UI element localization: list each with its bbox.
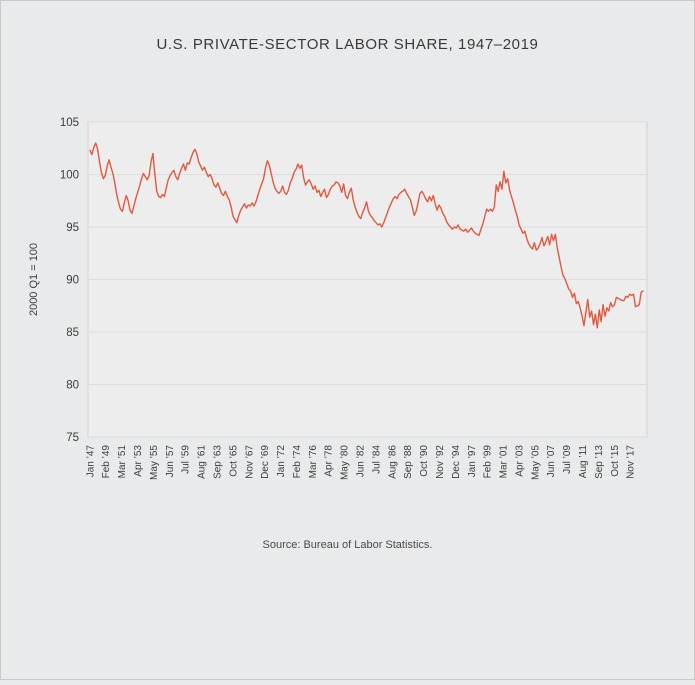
y-tick-label: 75 <box>66 432 79 444</box>
chart-title: U.S. PRIVATE-SECTOR LABOR SHARE, 1947–20… <box>156 36 539 53</box>
x-tick-label: Oct ’15 <box>610 445 621 477</box>
x-tick-label: Apr ’03 <box>514 445 525 477</box>
x-tick-label: Aug ’11 <box>578 445 589 479</box>
x-tick-label: Feb ’49 <box>101 445 112 479</box>
x-tick-label: Mar ’76 <box>308 445 319 479</box>
x-tick-label: Jun ’82 <box>356 445 367 478</box>
x-tick-label: Mar ’01 <box>499 445 510 479</box>
y-tick-label: 80 <box>66 380 79 392</box>
x-tick-label: Jan ’97 <box>467 445 478 478</box>
x-tick-label: May ’80 <box>340 445 351 480</box>
y-tick-label: 95 <box>66 222 79 234</box>
x-tick-label: Mar ’51 <box>117 445 128 479</box>
x-tick-label: Nov ’17 <box>626 445 637 479</box>
y-axis-title: 2000 Q1 = 100 <box>28 243 40 316</box>
x-tick-label: Sep ’63 <box>212 445 223 479</box>
x-tick-label: Dec ’69 <box>260 445 271 479</box>
x-tick-label: Nov ’67 <box>244 445 255 479</box>
x-tick-label: May ’05 <box>530 445 541 480</box>
x-tick-label: Apr ’53 <box>133 445 144 477</box>
y-tick-label: 85 <box>66 327 79 339</box>
x-tick-label: Jan ’72 <box>276 445 287 478</box>
x-tick-label: May ’55 <box>149 445 160 480</box>
x-tick-label: Jun ’07 <box>546 445 557 478</box>
x-tick-label: Jun ’57 <box>165 445 176 478</box>
labor-share-line <box>89 142 644 329</box>
x-tick-label: Feb ’99 <box>483 445 494 479</box>
y-tick-label: 100 <box>60 170 79 182</box>
x-tick-label: Jul ’09 <box>562 445 573 474</box>
x-tick-label: Sep ’88 <box>403 445 414 479</box>
y-tick-label: 105 <box>60 117 79 129</box>
source-note: Source: Bureau of Labor Statistics. <box>262 539 433 551</box>
x-tick-label: Sep ’13 <box>594 445 605 479</box>
x-tick-label: Dec ’94 <box>451 445 462 479</box>
y-tick-label: 90 <box>66 275 79 287</box>
x-tick-label: Oct ’90 <box>419 445 430 477</box>
x-tick-label: Jan ’47 <box>85 445 96 478</box>
x-tick-label: Oct ’65 <box>228 445 239 477</box>
x-tick-label: Aug ’86 <box>387 445 398 479</box>
x-tick-label: Jul ’84 <box>371 445 382 474</box>
x-tick-label: Feb ’74 <box>292 445 303 479</box>
x-tick-label: Jul ’59 <box>181 445 192 474</box>
x-tick-label: Aug ’61 <box>197 445 208 479</box>
x-tick-label: Apr ’78 <box>324 445 335 477</box>
x-tick-label: Nov ’92 <box>435 445 446 479</box>
